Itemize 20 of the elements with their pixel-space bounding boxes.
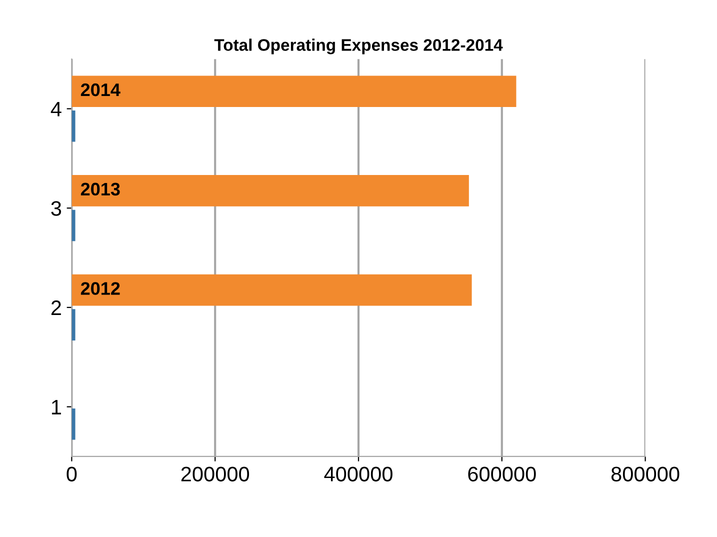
x-tick-label: 200000 bbox=[181, 466, 250, 482]
y-tick-label: 3 bbox=[51, 201, 62, 216]
bar bbox=[72, 408, 76, 440]
x-tick-label: 400000 bbox=[324, 466, 392, 482]
bar bbox=[72, 274, 472, 306]
chart-title: Total Operating Expenses 2012-2014 bbox=[214, 38, 503, 54]
y-tick-label: 2 bbox=[51, 300, 61, 315]
x-tick-label: 800000 bbox=[611, 466, 680, 482]
bar bbox=[72, 210, 76, 242]
x-tick-label: 0 bbox=[66, 466, 77, 482]
y-tick-label: 1 bbox=[52, 400, 61, 414]
bar bbox=[72, 175, 469, 206]
annotation: 2013 bbox=[80, 182, 120, 196]
annotation: 2014 bbox=[80, 83, 120, 96]
x-tick-label: 600000 bbox=[468, 466, 536, 482]
bar bbox=[72, 110, 76, 142]
bar bbox=[72, 76, 516, 108]
annotation: 2012 bbox=[80, 282, 120, 295]
bar bbox=[72, 309, 76, 340]
y-tick-label: 4 bbox=[50, 102, 62, 116]
